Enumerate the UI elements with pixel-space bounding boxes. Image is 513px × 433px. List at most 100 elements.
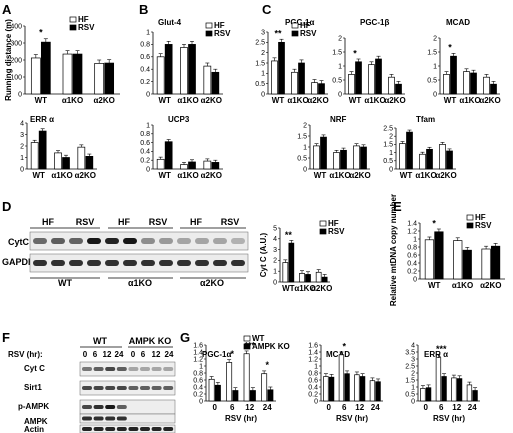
panel-label-d: D <box>2 199 11 214</box>
y-tick-label: 0.6 <box>308 377 318 384</box>
legend-label: AMPK KO <box>252 342 290 351</box>
bar <box>344 373 350 402</box>
bar <box>462 249 472 280</box>
y-tick-label: 1.5 <box>405 377 415 384</box>
blot-f-band <box>93 405 104 409</box>
y-tick-label: 0.6 <box>407 252 417 259</box>
x-tick-label: α1KO <box>287 96 308 105</box>
x-tick-label: WT <box>158 171 171 180</box>
bar <box>72 53 83 95</box>
bar <box>368 64 375 95</box>
panel-label-f: F <box>2 330 10 345</box>
y-tick-label: 0 <box>273 279 277 286</box>
legend-label: RSV <box>475 221 492 230</box>
x-tick-label: α2KO <box>435 171 456 180</box>
y-tick-label: 1 <box>338 63 342 70</box>
x-tick-label: WT <box>349 96 362 105</box>
blot-f-band <box>140 367 150 371</box>
y-tick-label: 0 <box>389 166 393 173</box>
x-tick-label: α2KO <box>201 171 222 180</box>
blot-f-band <box>116 416 127 421</box>
legend-swatch <box>205 30 213 37</box>
bar <box>434 231 444 280</box>
x-tick-label: α2KO <box>201 96 222 105</box>
y-tick-label: 0.4 <box>193 384 203 391</box>
significance-marker: * <box>432 218 436 228</box>
x-tick-label: α2KO <box>93 96 114 105</box>
y-tick-label: 2 <box>433 35 437 42</box>
x-tick-label: 24 <box>468 403 477 412</box>
bar <box>271 60 278 95</box>
y-tick-label: 0 <box>303 166 307 173</box>
y-tick-label: 0 <box>413 276 417 283</box>
bar <box>214 384 221 402</box>
x-tick-label: α2KO <box>480 281 501 290</box>
blot-f-band <box>151 386 162 390</box>
blot-d-group-hf-a1: HF <box>118 217 130 227</box>
y-tick-label: 0.4 <box>140 149 150 156</box>
blot-d-cytc-band <box>105 238 119 244</box>
x-tick-label: α1KO <box>177 96 198 105</box>
y-tick-label: 4 <box>20 120 24 127</box>
y-tick-label: 400 <box>10 23 22 30</box>
blot-d-row-cytc: CytC <box>8 237 30 247</box>
y-tick-label: 1 <box>20 155 24 162</box>
x-tick-label: 24 <box>371 403 380 412</box>
blot-d-cytc-band <box>51 238 65 244</box>
bar <box>426 148 433 170</box>
y-tick-label: 1.2 <box>407 228 417 235</box>
y-tick-label: 1.5 <box>297 133 307 140</box>
legend-label: HF <box>328 219 339 228</box>
bar <box>77 146 86 170</box>
blot-d-gapdh-band <box>159 260 173 266</box>
y-tick-label: 1 <box>199 363 203 370</box>
blot-f-band <box>82 405 92 409</box>
bar <box>340 149 347 170</box>
bar <box>315 271 322 283</box>
bar <box>267 389 274 402</box>
y-tick-label: 2 <box>338 35 342 42</box>
y-tick-label: 1 <box>261 71 265 78</box>
blot-f-tp: 24 <box>165 350 174 359</box>
chart-title: ERR α <box>424 350 448 359</box>
blot-d: HF RSV HF RSV HF RSV CytC GAPDH WT α1KO … <box>2 217 249 288</box>
bar <box>446 150 453 170</box>
blot-d-cytc-band <box>213 238 227 244</box>
bar <box>203 65 212 95</box>
bar <box>321 276 328 283</box>
bar <box>232 390 239 402</box>
y-tick-label: 2.5 <box>405 363 415 370</box>
y-tick-label: 2.5 <box>383 125 393 132</box>
blot-f-strip <box>79 361 176 377</box>
y-tick-label: 1.5 <box>383 142 393 149</box>
x-tick-label: α1KO <box>329 171 350 180</box>
bar <box>288 242 295 283</box>
y-tick-label: 0.6 <box>140 54 150 61</box>
bar <box>439 144 446 170</box>
blot-f-header-ampk-ko: AMPK KO <box>129 336 172 346</box>
blot-d-group-hf-wt: HF <box>42 217 54 227</box>
bar <box>156 56 165 95</box>
y-tick-label: 3 <box>261 29 265 36</box>
bar <box>188 44 196 95</box>
y-tick-label: 0.5 <box>297 155 307 162</box>
chart-title: MCAD <box>326 350 350 359</box>
bar <box>318 83 325 95</box>
bar <box>419 153 426 170</box>
bar <box>399 143 406 170</box>
bar <box>338 354 345 402</box>
y-tick-label: 0.8 <box>140 42 150 49</box>
bar <box>313 145 320 170</box>
bar <box>104 62 115 95</box>
y-tick-label: 5 <box>273 225 277 232</box>
y-tick-label: 1.6 <box>193 342 203 349</box>
bar <box>62 53 73 95</box>
blot-d-row-gapdh: GAPDH <box>2 257 35 267</box>
blot-d-genotype-wt: WT <box>58 278 72 288</box>
